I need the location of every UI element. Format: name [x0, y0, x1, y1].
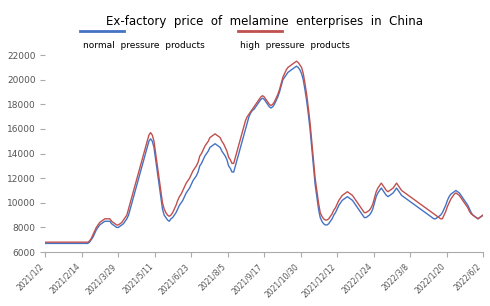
Text: normal  pressure  products: normal pressure products	[83, 41, 204, 50]
Text: high  pressure  products: high pressure products	[240, 41, 350, 50]
Title: Ex-factory  price  of  melamine  enterprises  in  China: Ex-factory price of melamine enterprises…	[106, 14, 423, 28]
